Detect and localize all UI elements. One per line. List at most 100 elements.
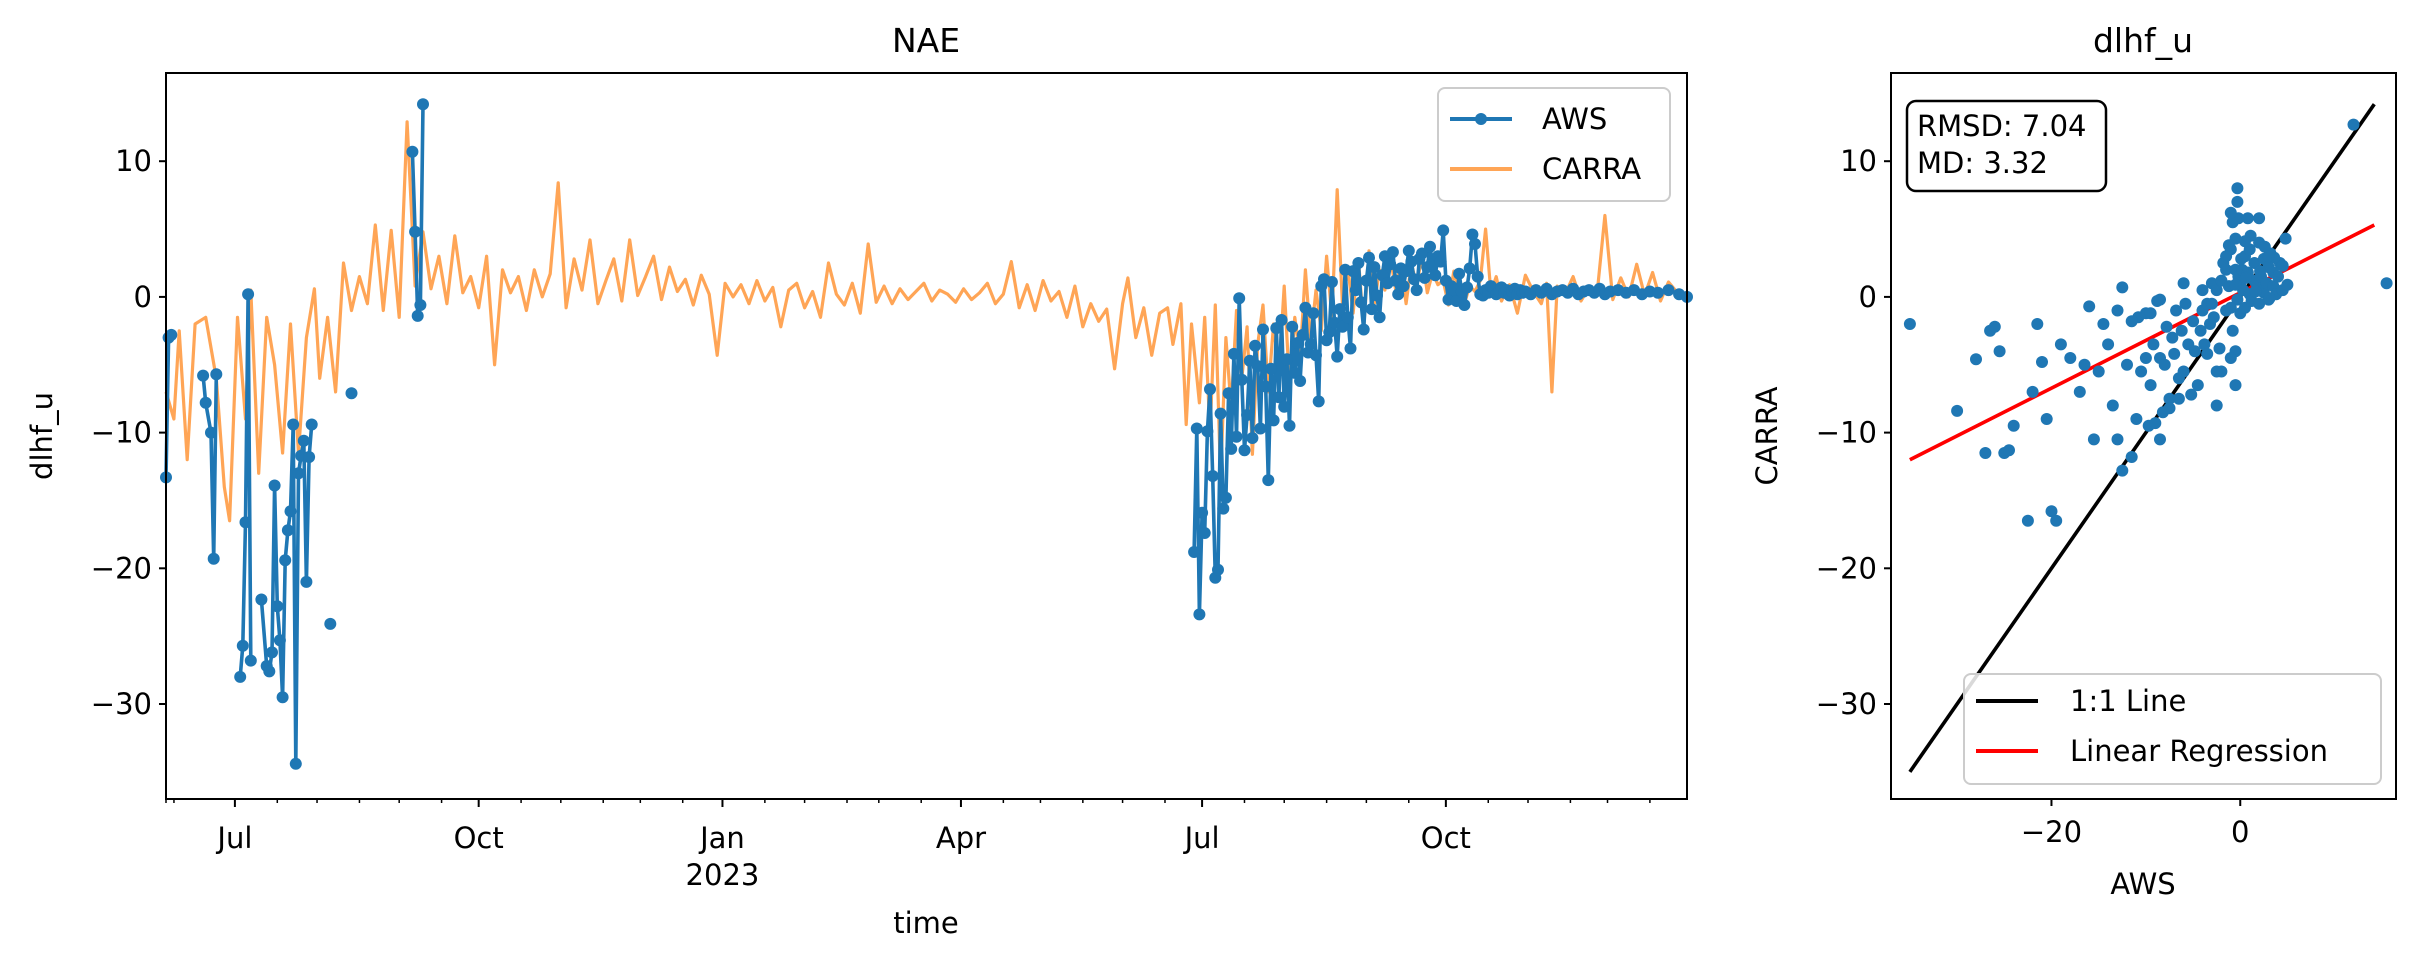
aws-data-point [279, 554, 292, 567]
scatter-point [2231, 293, 2244, 306]
aws-data-point [266, 646, 278, 659]
aws-data-point [207, 552, 220, 565]
scatter-point [2380, 277, 2393, 290]
scatter-point [2102, 338, 2115, 351]
scatter-point [2210, 399, 2223, 412]
left-plot-frame [165, 72, 1688, 800]
aws-data-point [305, 418, 318, 431]
scatter-point [1988, 320, 2001, 333]
left-x-tick-label: Apr [936, 821, 986, 855]
scatter-point [2220, 250, 2233, 263]
aws-data-point [1408, 273, 1421, 286]
aws-data-point [292, 467, 305, 480]
aws-data-point [1341, 311, 1354, 324]
left-y-tick-label: −20 [91, 551, 152, 585]
aws-data-point [1230, 430, 1243, 443]
legend-one-to-one-label: 1:1 Line [2070, 684, 2186, 718]
aws-data-point [268, 479, 281, 492]
scatter-point [2175, 324, 2188, 337]
aws-data-point [1336, 320, 1349, 333]
scatter-point [2116, 281, 2129, 294]
scatter-point [2073, 385, 2086, 398]
scatter-point [2207, 311, 2220, 324]
scatter-point [2045, 505, 2058, 518]
right-y-tick-label: −10 [1816, 416, 1877, 450]
scatter-point [2229, 379, 2242, 392]
scatter-point [2116, 464, 2129, 477]
scatter-point [2111, 433, 2124, 446]
aws-data-point [1325, 276, 1338, 288]
left-x-tick-label: Jan [698, 821, 745, 855]
aws-data-point [1662, 284, 1675, 297]
aws-data-point [276, 691, 289, 704]
scatter-point [2147, 338, 2160, 351]
aws-data-point [1214, 407, 1227, 420]
scatter-point [2125, 451, 2138, 463]
scatter-point [2213, 342, 2226, 355]
aws-data-point [1365, 303, 1378, 316]
right-y-axis-label: CARRA [1750, 386, 1784, 485]
right-plot-frame [1890, 72, 2397, 800]
aws-data-point [1235, 373, 1248, 386]
aws-data-point [234, 670, 247, 683]
scatter-point [2229, 278, 2242, 291]
aws-data-point [239, 516, 252, 529]
left-legend-box [1437, 87, 1671, 202]
aws-data-point [199, 396, 212, 409]
aws-data-point [244, 654, 257, 667]
scatter-point [2198, 338, 2211, 351]
scatter-point [2040, 413, 2053, 425]
aws-data-point [1402, 244, 1415, 257]
scatter-point [1970, 353, 1982, 366]
aws-data-point [1222, 387, 1235, 400]
aws-data-point [1246, 432, 1259, 444]
right-chart-title: dlhf_u [2093, 21, 2193, 60]
scatter-point [2154, 433, 2166, 446]
scatter-point [2279, 232, 2292, 245]
regression-line [1909, 223, 2376, 462]
stats-box: RMSD: 7.04 MD: 3.32 [1905, 99, 2108, 193]
scatter-point [2177, 277, 2190, 290]
aws-data-point [1368, 261, 1381, 274]
scatter-point [2272, 270, 2284, 283]
scatter-point [2158, 358, 2171, 371]
aws-data-point [255, 593, 268, 606]
aws-data-point [1344, 342, 1357, 355]
scatter-point [2168, 347, 2181, 360]
scatter-point [2050, 514, 2063, 527]
right-y-tick-label: 10 [1840, 144, 1877, 178]
scatter-point [2135, 365, 2148, 378]
left-y-tick-label: 10 [115, 144, 152, 178]
aws-data-point [1429, 269, 1442, 282]
scatter-point [2179, 297, 2192, 310]
aws-data-point [1294, 375, 1307, 387]
aws-data-point [414, 299, 427, 311]
scatter-point [2224, 352, 2237, 364]
aws-data-point [1466, 228, 1479, 241]
scatter-point [2249, 285, 2262, 298]
aws-data-point [411, 309, 424, 322]
right-legend: 1:1 Line Linear Regression [1963, 673, 2382, 785]
scatter-point [2229, 232, 2242, 245]
aws-data-point [1196, 506, 1209, 519]
scatter-point [2226, 324, 2239, 337]
aws-data-point [1312, 395, 1325, 408]
aws-data-point [1249, 339, 1262, 352]
scatter-point [2347, 118, 2360, 131]
legend-carra-label: CARRA [1542, 152, 1641, 186]
scatter-point [2224, 301, 2237, 314]
scatter-point [2263, 292, 2276, 305]
legend-regression-label: Linear Regression [2070, 734, 2328, 768]
scatter-point [2026, 385, 2039, 398]
stats-md: MD: 3.32 [1917, 146, 2048, 180]
aws-data-point [1373, 311, 1386, 324]
aws-data-point [1371, 289, 1383, 302]
right-lines-layer [1908, 103, 2376, 773]
aws-data-point [1651, 286, 1664, 299]
aws-data-point [1331, 350, 1344, 363]
aws-data-point [1360, 274, 1373, 287]
right-axes: 10 0 −10 −20 −30 −20 0 [1816, 144, 2250, 849]
scatter-point [2149, 417, 2162, 430]
aws-data-point [1275, 314, 1288, 326]
scatter-point [2239, 235, 2251, 248]
